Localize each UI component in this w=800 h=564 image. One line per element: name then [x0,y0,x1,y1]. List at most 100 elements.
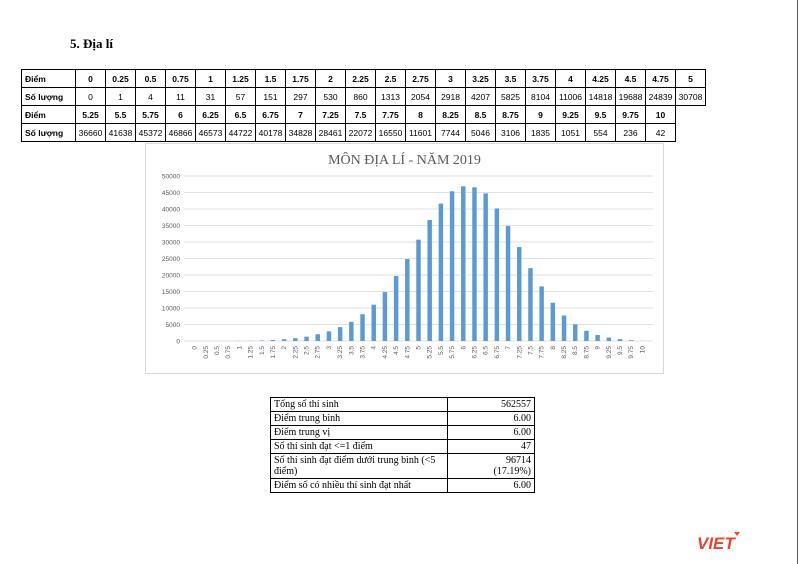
score-cell: 7 [285,105,316,124]
bar [382,292,388,341]
bar [449,191,455,341]
score-cell: 4.5 [615,69,646,88]
count-cell: 24839 [645,87,676,106]
score-cell: 5.25 [75,105,106,124]
count-cell: 14818 [585,87,616,106]
score-cell: 9.25 [555,105,586,124]
score-cell: 9.75 [615,105,646,124]
summary-stats-table: Tổng số thí sinh 562557 Điểm trung bình 6.0… [270,397,535,493]
score-cell: 7.75 [375,105,406,124]
x-tick-label: 2 [281,346,288,350]
count-cell: 236 [615,123,646,142]
x-tick-label: 7 [505,346,512,350]
stats-label: Điểm trung bình [270,411,448,426]
score-cell: 4.75 [645,69,676,88]
stats-row: Tổng số thí sinh 562557 [270,397,535,412]
count-cell: 41638 [105,123,136,142]
bar [539,286,544,341]
score-cell: 6.5 [225,105,256,124]
y-tick-label: 40000 [162,207,180,214]
bar [505,226,511,341]
count-cell: 297 [285,87,316,106]
count-cell: 4207 [465,87,496,106]
score-row-label: Điểm [21,105,76,124]
count-cell: 36660 [75,123,106,142]
stats-value: 6.00 [447,478,535,493]
bar [405,259,410,341]
bar [326,331,332,341]
score-cell: 1.5 [255,69,286,88]
stats-row: Điểm số có nhiều thí sinh đạt nhất 6.00 [270,478,535,493]
stats-label: Tổng số thí sinh [270,397,448,412]
score-row: Điểm 5.25 5.5 5.75 6 6.25 6.5 6.75 7 7.25 7.5 7.75 8… [21,105,706,124]
x-tick-label: 4.75 [404,346,411,359]
logo-text: VIET [697,534,736,553]
empty-cell [676,106,706,124]
stats-value-main: 562557 [501,399,531,410]
x-tick-label: 6.5 [483,346,490,355]
x-tick-label: 7.75 [539,346,546,359]
bar [427,220,432,341]
chart-title: MÔN ĐỊA LÍ - NĂM 2019 [328,151,481,168]
count-cell: 5046 [465,123,496,142]
count-cell: 19688 [615,87,646,106]
score-cell: 3.25 [465,69,496,88]
y-tick-label: 35000 [162,223,180,230]
x-tick-label: 2.75 [315,346,322,359]
x-tick-label: 8 [550,346,557,350]
stats-label: Điểm trung vị [270,425,448,440]
stats-value-main: 6.00 [513,480,532,491]
bar [472,187,477,341]
count-cell: 42 [645,123,676,142]
count-row-label: Số lượng [21,123,76,142]
y-tick-label: 5000 [166,322,181,329]
bar [393,276,399,341]
score-cell: 5.75 [135,105,166,124]
bar [315,334,320,341]
count-cell: 3106 [495,123,526,142]
count-cell: 16550 [375,123,406,142]
count-cell: 0 [75,87,106,106]
score-cell: 8.75 [495,105,526,124]
x-tick-label: 3.75 [360,346,367,359]
bar [337,327,343,341]
y-tick-label: 0 [176,339,180,346]
bar [270,340,276,341]
bar [528,268,533,341]
count-cell: 4 [135,87,166,106]
stats-row: Điểm trung vị 6.00 [270,425,535,440]
y-tick-label: 20000 [162,273,180,280]
score-cell: 3.75 [525,69,556,88]
x-tick-label: 9 [595,346,602,350]
bar [281,339,287,341]
score-distribution-table: Điểm 0 0.25 0.5 0.75 1 1.25 1.5 1.75 2 2.25 2.5 2.75… [21,69,706,142]
stats-row: Số thí sinh đạt điểm dưới trung bình (<5… [270,453,535,479]
bar [561,315,567,341]
score-cell: 7.25 [315,105,346,124]
stats-value-main: 6.00 [513,413,532,424]
count-cell: 2918 [435,87,466,106]
stats-value: 47 [447,439,535,454]
count-cell: 30708 [675,87,706,106]
x-tick-label: 9.25 [606,346,613,359]
bar [628,340,634,341]
score-cell: 2.5 [375,69,406,88]
stats-row: Điểm trung bình 6.00 [270,411,535,426]
count-cell: 1835 [525,123,556,142]
score-cell: 8.5 [465,105,496,124]
count-cell: 11601 [405,123,436,142]
score-cell: 7.5 [345,105,376,124]
count-cell: 11 [165,87,196,106]
bar [438,203,444,341]
section-heading: 5. Địa lí [70,36,113,51]
x-tick-label: 9.5 [617,346,624,355]
score-cell: 6.25 [195,105,226,124]
x-tick-label: 0.25 [203,346,210,359]
x-tick-label: 1.5 [259,346,266,355]
y-tick-label: 30000 [162,240,180,247]
viet-logo: VIET [697,532,740,553]
x-tick-label: 5.25 [427,346,434,359]
stats-value-main: 6.00 [513,427,532,438]
count-cell: 2054 [405,87,436,106]
count-cell: 34828 [285,123,316,142]
